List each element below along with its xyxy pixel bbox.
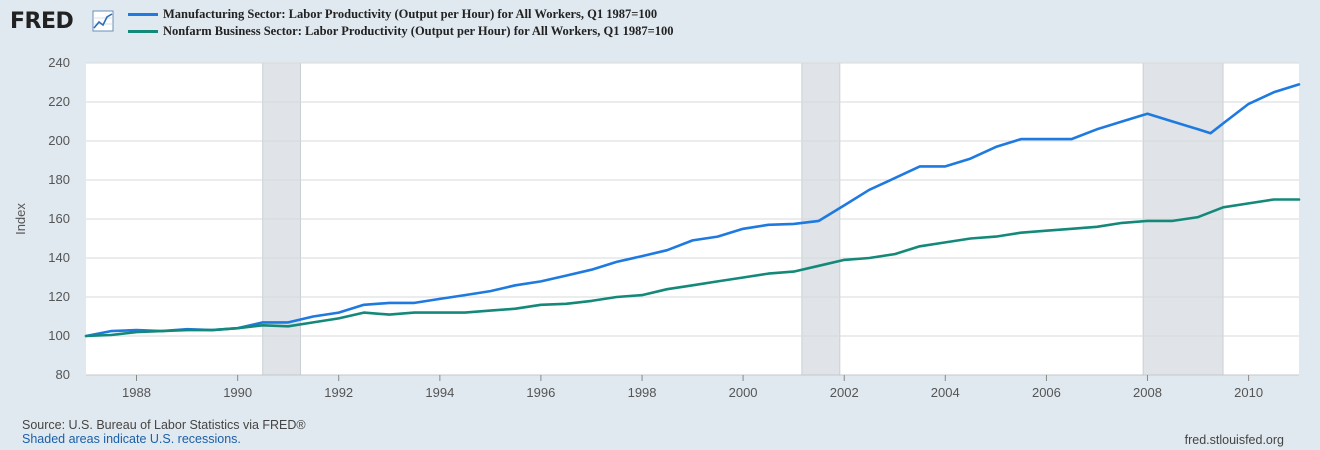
series-line-1 (84, 83, 1301, 338)
y-tick-label: 200 (48, 133, 70, 148)
legend-entry-2[interactable]: Nonfarm Business Sector: Labor Productiv… (128, 23, 673, 40)
y-tick-label: 160 (48, 211, 70, 226)
x-tick-label: 2006 (1032, 385, 1061, 400)
x-tick-label: 1988 (122, 385, 151, 400)
y-tick-label: 100 (48, 328, 70, 343)
source-note: Source: U.S. Bureau of Labor Statistics … (22, 418, 306, 432)
x-tick-label: 2000 (729, 385, 758, 400)
y-tick-label: 240 (48, 55, 70, 70)
y-tick-label: 120 (48, 289, 70, 304)
legend-label: Manufacturing Sector: Labor Productivity… (163, 7, 658, 21)
legend: Manufacturing Sector: Labor Productivity… (128, 6, 673, 40)
x-tick-label: 1996 (526, 385, 555, 400)
series-layer (84, 83, 1301, 338)
x-tick-label: 2004 (931, 385, 960, 400)
x-tick-label: 2008 (1133, 385, 1162, 400)
footer-notes: Source: U.S. Bureau of Labor Statistics … (22, 418, 306, 446)
recession-note-link[interactable]: Shaded areas indicate U.S. recessions. (22, 432, 241, 446)
fred-logo[interactable]: FRED (10, 9, 74, 34)
x-tick-label: 2002 (830, 385, 859, 400)
y-tick-label: 180 (48, 172, 70, 187)
y-tick-label: 80 (56, 367, 70, 382)
line-graph-icon (92, 10, 114, 32)
axis-layer: 80 100 120 140 160 180 200 220 240 1988 1990 1992 19… (48, 55, 1299, 400)
legend-swatch (128, 13, 158, 16)
y-tick-label: 140 (48, 250, 70, 265)
x-tick-label: 2010 (1234, 385, 1263, 400)
y-tick-label: 220 (48, 94, 70, 109)
legend-entry-1[interactable]: Manufacturing Sector: Labor Productivity… (128, 6, 673, 23)
x-tick-label: 1990 (223, 385, 252, 400)
legend-label: Nonfarm Business Sector: Labor Productiv… (163, 24, 674, 38)
x-tick-label: 1994 (425, 385, 454, 400)
series-line-2 (84, 198, 1301, 338)
legend-swatch (128, 30, 158, 33)
site-link[interactable]: fred.stlouisfed.org (1184, 433, 1284, 447)
x-tick-label: 1992 (324, 385, 353, 400)
x-tick-label: 1998 (628, 385, 657, 400)
y-axis-label: Index (13, 203, 28, 235)
